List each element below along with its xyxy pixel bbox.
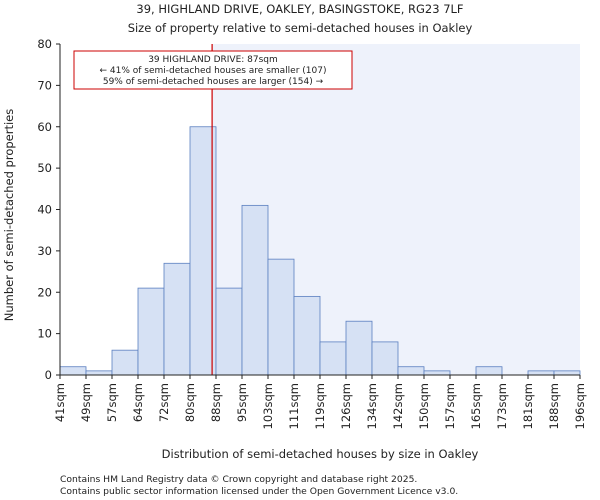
- bar: [215, 287, 243, 376]
- y-tick-label: 50: [37, 161, 52, 175]
- bar: [475, 366, 503, 376]
- bar: [163, 262, 191, 376]
- y-tick-label: 20: [37, 285, 52, 299]
- bar: [345, 320, 373, 376]
- y-tick-label: 70: [37, 78, 52, 92]
- x-tick-label: 150sqm: [417, 383, 431, 429]
- chart-title: 39, HIGHLAND DRIVE, OAKLEY, BASINGSTOKE,…: [136, 2, 463, 16]
- annotation-larger: 59% of semi-detached houses are larger (…: [103, 77, 324, 87]
- x-tick-label: 126sqm: [339, 383, 353, 429]
- x-tick-label: 157sqm: [443, 383, 457, 429]
- chart-subtitle: Size of property relative to semi-detach…: [128, 21, 473, 35]
- x-tick-label: 111sqm: [287, 383, 301, 429]
- bar: [111, 349, 139, 376]
- bar: [423, 370, 451, 376]
- footer-line-2: Contains public sector information licen…: [60, 486, 458, 497]
- x-tick-label: 196sqm: [573, 383, 587, 429]
- bar: [241, 204, 269, 376]
- y-tick-label: 0: [45, 368, 52, 382]
- x-tick-label: 64sqm: [131, 383, 145, 422]
- bar: [267, 258, 295, 376]
- x-tick-label: 173sqm: [495, 383, 509, 429]
- bar: [293, 295, 321, 376]
- x-tick-label: 88sqm: [209, 383, 223, 422]
- y-tick-label: 10: [37, 327, 52, 341]
- footer-line-1: Contains HM Land Registry data © Crown c…: [60, 474, 417, 485]
- bar: [527, 370, 555, 376]
- x-tick-label: 103sqm: [261, 383, 275, 429]
- x-tick-label: 188sqm: [547, 383, 561, 429]
- x-tick-label: 95sqm: [235, 383, 249, 422]
- bar: [137, 287, 165, 376]
- y-tick-label: 80: [37, 37, 52, 51]
- y-tick-label: 30: [37, 244, 52, 258]
- bar: [371, 341, 399, 376]
- x-tick-label: 119sqm: [313, 383, 327, 429]
- bar: [59, 366, 87, 376]
- x-tick-label: 57sqm: [105, 383, 119, 422]
- x-tick-label: 181sqm: [521, 383, 535, 429]
- y-tick-label: 60: [37, 120, 52, 134]
- annotation-smaller: ← 41% of semi-detached houses are smalle…: [100, 66, 327, 76]
- y-tick-label: 40: [37, 203, 52, 217]
- x-tick-label: 72sqm: [157, 383, 171, 422]
- annotation-box: 39 HIGHLAND DRIVE: 87sqm ← 41% of semi-d…: [73, 50, 353, 90]
- x-tick-label: 165sqm: [469, 383, 483, 429]
- bar: [397, 366, 425, 376]
- bar: [553, 370, 581, 376]
- bar: [319, 341, 347, 376]
- x-tick-label: 142sqm: [391, 383, 405, 429]
- x-tick-label: 80sqm: [183, 383, 197, 422]
- x-tick-label: 41sqm: [53, 383, 67, 422]
- x-tick-label: 134sqm: [365, 383, 379, 429]
- y-axis-label: Number of semi-detached properties: [2, 109, 16, 321]
- x-tick-label: 49sqm: [79, 383, 93, 422]
- x-axis-label: Distribution of semi-detached houses by …: [162, 447, 479, 461]
- bar: [85, 370, 113, 376]
- annotation-title: 39 HIGHLAND DRIVE: 87sqm: [148, 55, 278, 65]
